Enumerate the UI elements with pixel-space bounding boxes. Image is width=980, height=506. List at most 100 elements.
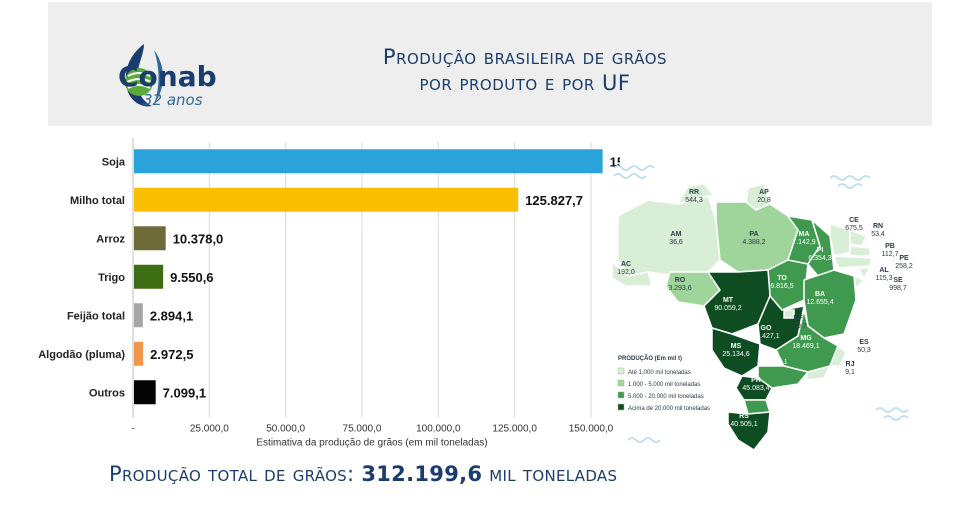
value-label: 9.550,6 xyxy=(170,270,213,285)
total-production: Produção total de grãos: 312.199,6 mil t… xyxy=(109,462,617,486)
x-tick-label: - xyxy=(131,424,134,435)
state-value-pe: 258,2 xyxy=(895,263,913,270)
state-code-mg: MG xyxy=(800,335,812,342)
x-tick-label: 50.000,0 xyxy=(266,424,305,435)
state-value-ro: 3.293,6 xyxy=(668,285,691,292)
state-value-am: 36,6 xyxy=(669,239,683,246)
total-label: Produção total de grãos: xyxy=(109,462,362,486)
state-value-ba: 12.655,4 xyxy=(806,299,833,306)
category-label: Outros xyxy=(89,387,125,399)
title-line-2: por produto e por UF xyxy=(419,71,631,95)
state-rs xyxy=(727,411,771,451)
legend-title: PRODUÇÃO (Em mil t) xyxy=(618,355,682,362)
state-ac xyxy=(611,260,653,287)
state-code-ro: RO xyxy=(675,277,686,284)
state-value-mt: 90.059,2 xyxy=(714,305,741,312)
legend-item-label: Até 1.000 mil toneladas xyxy=(628,370,691,376)
state-value-rs: 40.505,1 xyxy=(730,421,757,428)
state-value-rn: 53,4 xyxy=(871,231,885,238)
state-value-ma: 7.142,9 xyxy=(792,239,815,246)
page-title: Produção brasileira de grãos por produto… xyxy=(300,44,750,96)
state-value-go: 31.427,1 xyxy=(752,333,779,340)
legend-swatch xyxy=(617,403,625,411)
state-code-rr: RR xyxy=(689,189,699,196)
bar xyxy=(134,380,156,405)
state-code-mt: MT xyxy=(723,297,734,304)
value-label: 125.827,7 xyxy=(525,193,583,208)
state-rn xyxy=(849,228,867,247)
x-tick-label: 150.000,0 xyxy=(569,424,614,435)
category-label: Soja xyxy=(102,156,126,168)
value-label: 153.477,6 xyxy=(610,154,620,169)
conab-logo-icon xyxy=(125,44,163,107)
state-code-am: AM xyxy=(671,231,682,238)
state-code-al: AL xyxy=(879,267,889,274)
logo-subtitle: 32 anos xyxy=(143,91,203,109)
total-value: 312.199,6 xyxy=(361,462,483,486)
legend-item-label: 5.000 - 20.000 mil toneladas xyxy=(628,394,704,400)
bar xyxy=(134,303,143,328)
state-value-pi: 6.354,3 xyxy=(808,255,831,262)
logo-name: Conab xyxy=(118,60,217,93)
state-mt xyxy=(703,269,771,335)
bar xyxy=(134,226,166,251)
state-rj xyxy=(805,364,832,381)
total-unit: mil toneladas xyxy=(482,462,618,486)
state-code-pa: PA xyxy=(749,231,758,238)
state-code-ms: MS xyxy=(731,343,742,350)
legend-item-label: 1.000 - 5.000 mil toneladas xyxy=(628,382,700,388)
state-value-se: 998,7 xyxy=(889,285,907,292)
state-value-pr: 45.083,4 xyxy=(742,385,769,392)
state-code-ac: AC xyxy=(621,261,631,268)
map-states xyxy=(611,183,873,451)
state-value-pb: 112,7 xyxy=(882,251,899,258)
value-label: 2.894,1 xyxy=(150,308,193,323)
category-label: Milho total xyxy=(70,195,125,207)
bar xyxy=(134,187,519,212)
state-rr xyxy=(676,183,716,206)
state-code-ap: AP xyxy=(759,189,769,196)
state-code-ce: CE xyxy=(849,217,859,224)
state-value-ap: 20,8 xyxy=(757,197,771,204)
state-al xyxy=(856,267,872,280)
state-code-rn: RN xyxy=(873,223,883,230)
state-ba xyxy=(803,269,857,339)
state-pe xyxy=(832,255,873,269)
state-value-rj: 9,1 xyxy=(845,369,855,376)
state-code-ba: BA xyxy=(815,291,825,298)
legend-swatch xyxy=(617,391,625,399)
category-label: Feijão total xyxy=(67,310,125,322)
state-code-df: DF xyxy=(793,315,803,322)
category-label: Arroz xyxy=(96,233,125,245)
state-code-pb: PB xyxy=(885,243,895,250)
state-value-df: 909,7 xyxy=(789,323,807,330)
state-value-al: 115,3 xyxy=(876,275,893,282)
value-label: 2.972,5 xyxy=(150,347,193,362)
title-line-1: Produção brasileira de grãos xyxy=(382,45,668,69)
state-value-ms: 25.134,6 xyxy=(722,351,749,358)
x-tick-label: 100.000,0 xyxy=(416,424,461,435)
x-tick-label: 75.000,0 xyxy=(343,424,382,435)
state-value-mg: 18.469,1 xyxy=(792,343,819,350)
state-value-es: 50,3 xyxy=(857,347,871,354)
state-code-pe: PE xyxy=(899,255,909,262)
state-code-se: SE xyxy=(893,277,903,284)
bar-chart: - 25.000,0 50.000,0 75.000,0 100.000,0 125.00… xyxy=(38,138,620,449)
bar xyxy=(134,149,603,174)
legend-swatch xyxy=(617,367,625,375)
value-label: 10.378,0 xyxy=(173,231,224,246)
state-code-rs: RS xyxy=(739,413,749,420)
state-df xyxy=(783,309,795,319)
legend-item-label: Acima de 20.000 mil toneladas xyxy=(628,406,710,412)
state-value-rr: 544,3 xyxy=(685,197,703,204)
header-banner xyxy=(48,2,932,126)
category-label: Algodão (pluma) xyxy=(38,349,125,361)
state-value-ce: 675,5 xyxy=(845,225,863,232)
state-code-pi: PI xyxy=(817,247,824,254)
state-ce xyxy=(829,222,851,257)
x-tick-label: 25.000,0 xyxy=(190,424,229,435)
state-value-to: 6.816,5 xyxy=(770,283,793,290)
map-waves xyxy=(613,165,909,443)
value-label: 7.099,1 xyxy=(163,385,206,400)
state-value-ac: 192,0 xyxy=(617,269,635,276)
